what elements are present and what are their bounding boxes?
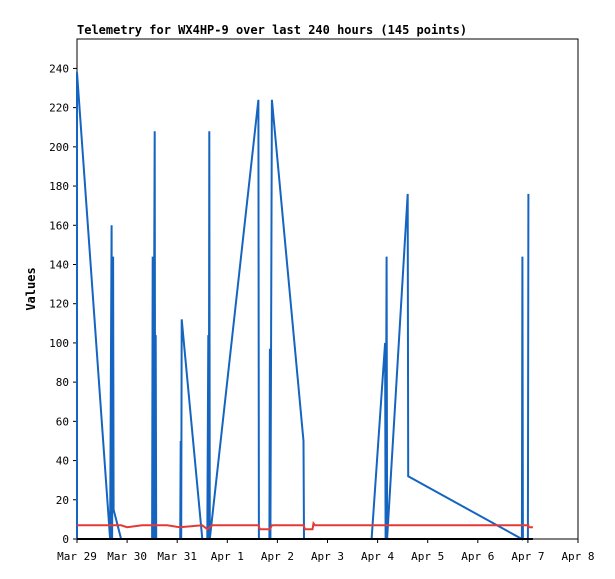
y-tick-label: 100 — [49, 337, 69, 350]
x-tick-label: Apr 4 — [361, 550, 394, 563]
y-tick-label: 160 — [49, 219, 69, 232]
y-tick-label: 200 — [49, 141, 69, 154]
x-tick-label: Mar 30 — [107, 550, 147, 563]
y-tick-label: 60 — [56, 415, 69, 428]
x-tick-label: Mar 29 — [57, 550, 97, 563]
y-tick-label: 120 — [49, 298, 69, 311]
y-tick-label: 180 — [49, 180, 69, 193]
x-tick-label: Apr 3 — [311, 550, 344, 563]
series-line-2 — [77, 520, 533, 531]
x-tick-label: Apr 5 — [411, 550, 444, 563]
x-axis: Mar 29 Mar 30 Mar 31 Apr 1 Apr 2 Apr 3 Apr 4 Ap… — [57, 539, 595, 563]
y-tick-label: 0 — [62, 533, 69, 546]
y-axis-label: Values — [24, 267, 38, 310]
x-tick-label: Apr 1 — [211, 550, 244, 563]
x-tick-label: Apr 7 — [511, 550, 544, 563]
x-tick-label: Apr 6 — [461, 550, 494, 563]
chart-title: Telemetry for WX4HP-9 over last 240 hour… — [77, 23, 467, 37]
x-tick-label: Apr 8 — [561, 550, 594, 563]
y-axis: 0 20 40 60 80 100 120 140 160 180 200 220 240 — [49, 62, 77, 546]
x-tick-label: Apr 2 — [261, 550, 294, 563]
y-tick-label: 80 — [56, 376, 69, 389]
series-layer — [76, 72, 533, 541]
y-tick-label: 140 — [49, 258, 69, 271]
series-line-1 — [76, 72, 530, 541]
x-tick-label: Mar 31 — [157, 550, 197, 563]
y-tick-label: 220 — [49, 102, 69, 115]
y-tick-label: 40 — [56, 455, 69, 468]
y-tick-label: 20 — [56, 494, 69, 507]
y-tick-label: 240 — [49, 62, 69, 75]
